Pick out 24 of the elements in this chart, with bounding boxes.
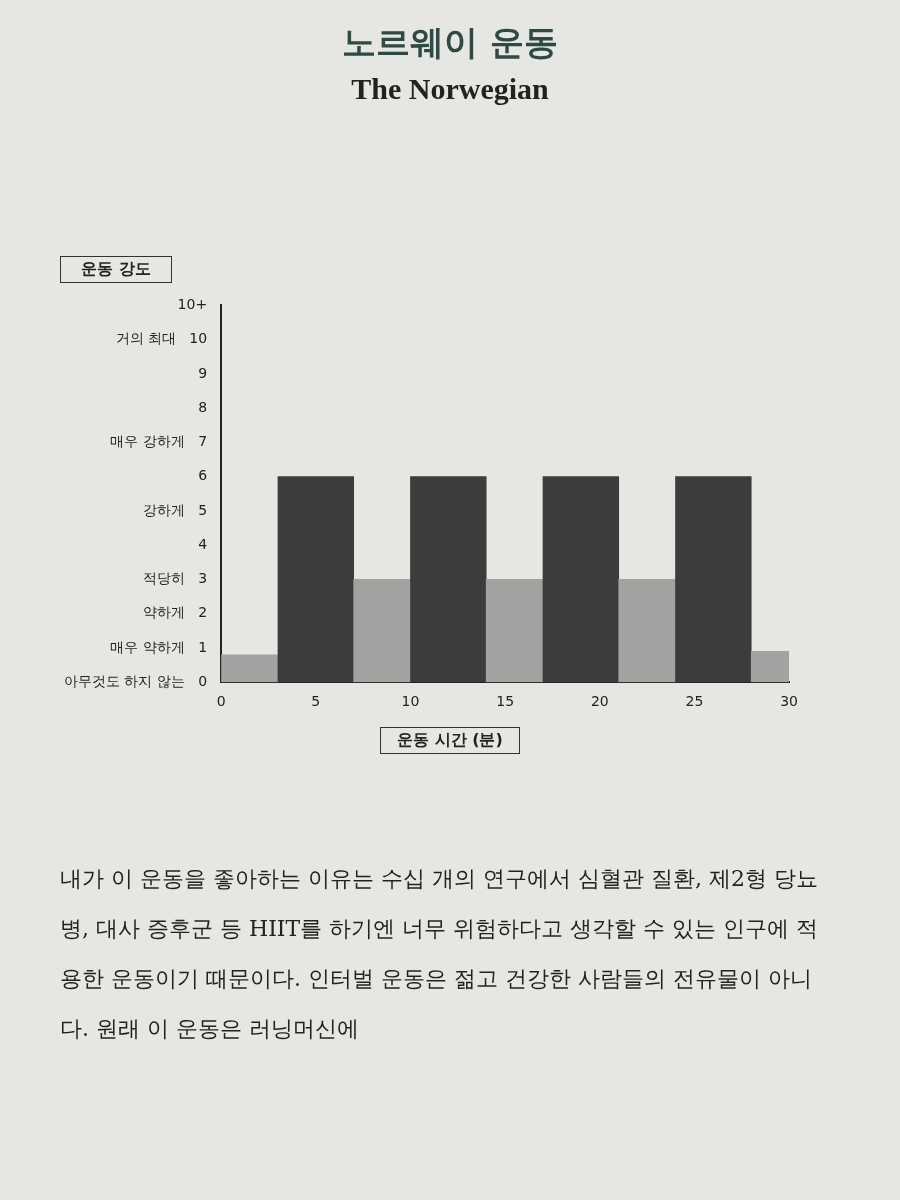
x-tick-label: 0 bbox=[216, 693, 226, 710]
y-tick-label: 4 bbox=[198, 535, 208, 552]
x-tick-label: 30 bbox=[780, 693, 799, 710]
x-tick-label: 5 bbox=[311, 693, 321, 710]
chart-title: 노르웨이 운동 bbox=[341, 21, 559, 64]
chart-subtitle: The Norwegian bbox=[350, 72, 550, 106]
y-tick-label: 매우 강하게 7 bbox=[110, 433, 208, 450]
y-axis-title: 운동 강도 bbox=[60, 256, 172, 283]
x-tick-label: 10 bbox=[401, 693, 420, 710]
y-tick-label: 10+ bbox=[177, 296, 208, 313]
x-tick-label: 15 bbox=[496, 693, 515, 710]
x-tick-label: 20 bbox=[590, 693, 609, 710]
y-tick-label: 적당히 3 bbox=[142, 570, 208, 587]
y-tick-label: 약하게 2 bbox=[142, 604, 208, 621]
x-tick-label: 25 bbox=[685, 693, 704, 710]
y-tick-label: 매우 약하게 1 bbox=[110, 638, 208, 655]
text: 내가 이 운동을 좋아하는 이유는 수십 개의 연구에서 심혈관 질환, 제2형 당뇨병, 대사 증후군 등 HIIT를 하기엔 너무 위험하다고 생각할 수 있는 인구에 적용한 운동이기 때문이다. 인터벌 운동은 젊고 건강한 사람들의 전유물이 아니다. 원래 이 운동은 러닝머신에 bbox=[60, 865, 820, 1043]
x-axis-title: 운동 시간 (분) bbox=[380, 727, 520, 754]
y-tick-label: 강하게 5 bbox=[142, 501, 208, 518]
y-tick-label: 아무것도 하지 않는 0 bbox=[63, 672, 208, 689]
y-tick-label: 거의 최대 10 bbox=[115, 330, 208, 347]
y-tick-label: 9 bbox=[198, 364, 208, 381]
y-tick-label: 8 bbox=[198, 398, 208, 415]
y-tick-label: 6 bbox=[198, 467, 208, 484]
